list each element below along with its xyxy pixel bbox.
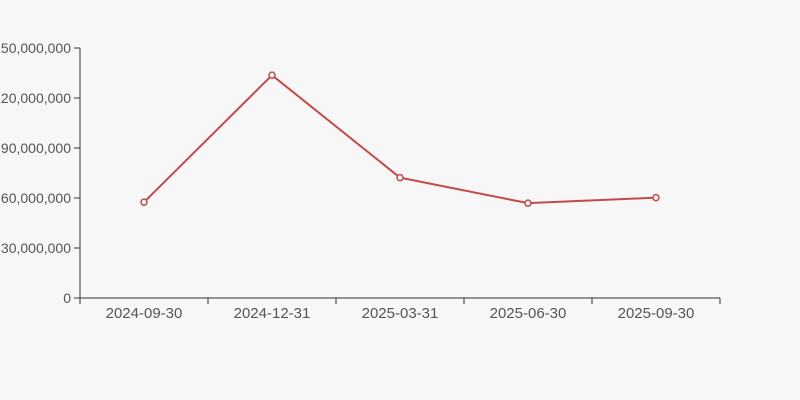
y-axis-label: 150,000,000 xyxy=(0,40,71,56)
y-axis-label: 0 xyxy=(63,290,71,306)
y-axis-label: 120,000,000 xyxy=(0,90,71,106)
data-point-marker[interactable] xyxy=(524,199,532,207)
data-point-marker[interactable] xyxy=(396,173,404,182)
x-axis-label: 2025-09-30 xyxy=(618,305,695,322)
series-line xyxy=(143,74,657,205)
data-point-marker[interactable] xyxy=(140,198,148,206)
x-axis-label: 2025-06-30 xyxy=(490,305,567,322)
y-axis-label: 90,000,000 xyxy=(1,140,71,156)
x-axis-label: 2025-03-31 xyxy=(362,305,439,322)
data-point-marker[interactable] xyxy=(652,193,660,202)
data-point-marker[interactable] xyxy=(268,71,276,79)
x-axis-label: 2024-09-30 xyxy=(106,305,183,322)
x-axis-label: 2024-12-31 xyxy=(234,305,311,322)
y-axis-label: 30,000,000 xyxy=(1,240,71,256)
y-axis-label: 60,000,000 xyxy=(1,190,71,206)
